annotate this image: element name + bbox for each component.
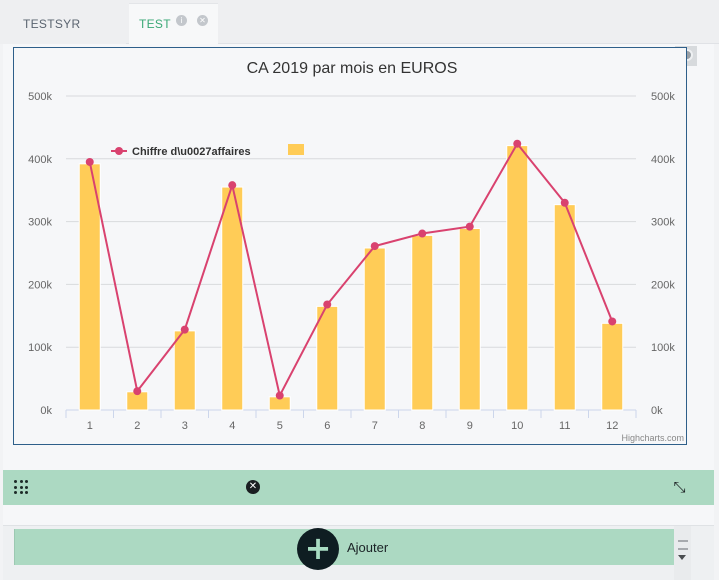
highcharts-credit[interactable]: Highcharts.com xyxy=(621,433,684,443)
resize-icon[interactable]: ⤢ xyxy=(671,480,690,494)
bar-month-8[interactable] xyxy=(411,234,434,411)
y-tick-label-right: 0k xyxy=(651,405,663,417)
line-point-month-7[interactable] xyxy=(370,242,379,251)
revenue-chart: CA 2019 par mois en EUROS 0k 0k 100k 100k 20… xyxy=(28,60,684,443)
line-point-month-8[interactable] xyxy=(418,229,427,238)
legend-label-revenue[interactable]: Chiffre d\u0027affaires xyxy=(132,146,251,158)
line-point-month-11[interactable] xyxy=(560,198,569,207)
close-icon[interactable]: ✕ xyxy=(197,15,208,26)
bar-month-10[interactable] xyxy=(506,145,529,411)
x-tick-label: 2 xyxy=(134,420,140,432)
y-tick-label-right: 100k xyxy=(651,342,675,354)
chart-legend[interactable]: Chiffre d\u0027affaires xyxy=(111,144,304,158)
x-tick-label: 12 xyxy=(606,420,618,432)
y-tick-label-left: 200k xyxy=(28,279,52,291)
line-point-month-10[interactable] xyxy=(513,139,522,148)
bar-month-11[interactable] xyxy=(553,204,576,411)
line-point-month-2[interactable] xyxy=(133,387,142,396)
tab-label: TEST xyxy=(139,17,171,31)
line-point-month-1[interactable] xyxy=(85,157,94,166)
bar-month-12[interactable] xyxy=(601,322,624,411)
tab-testsyr[interactable]: TESTSYR xyxy=(0,3,126,44)
chart-title: CA 2019 par mois en EUROS xyxy=(247,60,458,77)
y-tick-label-right: 400k xyxy=(651,154,675,166)
line-point-month-3[interactable] xyxy=(180,325,189,334)
tab-bar: TESTSYR TEST i ✕ xyxy=(0,0,719,44)
line-point-month-9[interactable] xyxy=(465,222,474,231)
y-tick-label-right: 200k xyxy=(651,279,675,291)
x-tick-label: 10 xyxy=(511,420,523,432)
scrollbar-thumb[interactable] xyxy=(678,540,688,550)
y-tick-label-right: 300k xyxy=(651,217,675,229)
line-point-month-4[interactable] xyxy=(228,181,237,190)
revenue-line[interactable] xyxy=(88,141,614,399)
scrollbar[interactable] xyxy=(674,526,691,580)
y-tick-label-left: 500k xyxy=(28,91,52,103)
x-tick-label: 1 xyxy=(87,420,93,432)
widget-toolbar: ✕ ⤢ xyxy=(3,470,714,505)
remove-widget-icon[interactable]: ✕ xyxy=(246,480,260,494)
line-point-month-12[interactable] xyxy=(608,317,617,326)
add-label: Ajouter xyxy=(347,540,389,555)
line-point-month-5[interactable] xyxy=(275,391,284,400)
scroll-down-arrow[interactable] xyxy=(678,555,686,560)
y-tick-label-left: 0k xyxy=(40,405,52,417)
tab-label: TESTSYR xyxy=(23,16,81,31)
add-section: + Ajouter xyxy=(3,525,714,580)
add-widget-button[interactable]: + Ajouter xyxy=(14,528,674,570)
x-tick-label: 7 xyxy=(372,420,378,432)
x-tick-label: 8 xyxy=(419,420,425,432)
x-tick-label: 9 xyxy=(467,420,473,432)
y-tick-label-left: 300k xyxy=(28,217,52,229)
x-tick-label: 5 xyxy=(277,420,283,432)
bar-month-3[interactable] xyxy=(173,330,196,411)
y-tick-label-left: 400k xyxy=(28,154,52,166)
x-tick-label: 3 xyxy=(182,420,188,432)
info-icon[interactable]: i xyxy=(176,15,187,26)
x-tick-label: 4 xyxy=(229,420,235,432)
bar-month-6[interactable] xyxy=(316,305,339,411)
y-tick-label-left: 100k xyxy=(28,342,52,354)
legend-bar-symbol[interactable] xyxy=(288,144,304,155)
drag-handle-icon[interactable] xyxy=(14,480,28,494)
plus-icon: + xyxy=(297,528,339,570)
line-point-month-6[interactable] xyxy=(323,300,332,309)
x-tick-label: 11 xyxy=(559,420,570,432)
y-tick-label-right: 500k xyxy=(651,91,675,103)
chart-widget: CA 2019 par mois en EUROS 0k 0k 100k 100k 20… xyxy=(13,47,687,445)
x-tick-label: 6 xyxy=(324,420,330,432)
bar-month-7[interactable] xyxy=(363,247,386,411)
legend-marker xyxy=(115,147,123,155)
bar-month-9[interactable] xyxy=(458,228,481,411)
